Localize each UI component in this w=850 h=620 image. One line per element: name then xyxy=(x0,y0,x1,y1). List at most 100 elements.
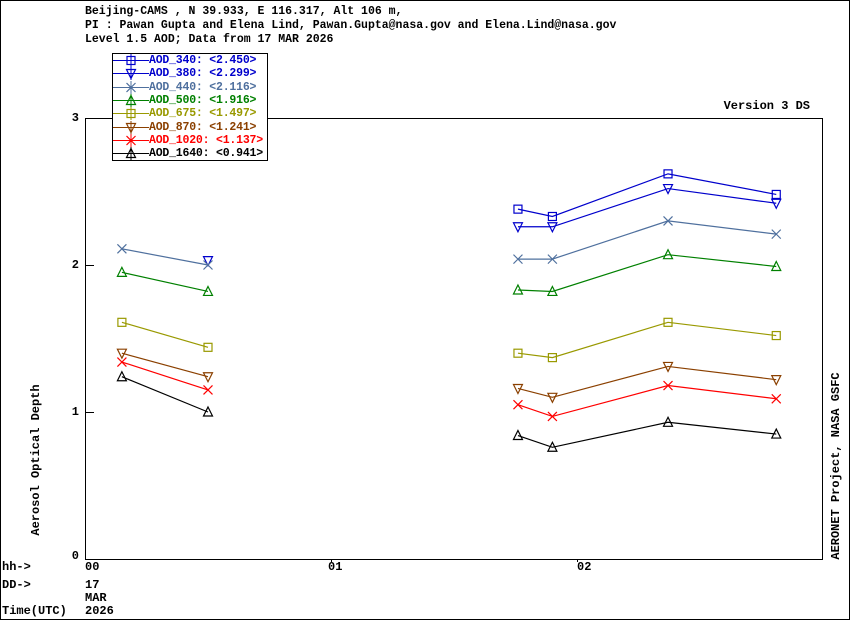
marker-square xyxy=(547,353,558,363)
legend-box: AOD_340: <2.450> AOD_380: <2.299> AOD_440:… xyxy=(112,53,268,161)
series-AOD_340 xyxy=(513,169,781,222)
marker-triangle-down xyxy=(202,255,214,267)
marker-x xyxy=(513,254,523,265)
legend-item-AOD_870: AOD_870: <1.241> xyxy=(113,120,267,134)
marker-square xyxy=(771,330,781,341)
series-AOD_870 xyxy=(116,348,782,404)
legend-marker-AOD_380 xyxy=(113,67,149,81)
series-line-AOD_675 xyxy=(517,321,777,359)
series-line-AOD_1020 xyxy=(121,361,209,391)
legend-marker-AOD_1020 xyxy=(113,133,149,147)
time-utc-label: Time(UTC) xyxy=(2,604,67,618)
marker-triangle-down xyxy=(546,392,558,404)
legend-label-AOD_1020: AOD_1020: <1.137> xyxy=(149,133,263,147)
series-line-AOD_1640 xyxy=(517,421,777,448)
legend-item-AOD_340: AOD_340: <2.450> xyxy=(113,54,267,68)
marker-x xyxy=(547,411,558,422)
marker-triangle-up xyxy=(116,370,128,382)
series-line-AOD_500 xyxy=(121,271,209,293)
marker-square xyxy=(547,211,558,222)
marker-triangle-down xyxy=(512,383,524,395)
marker-triangle-up xyxy=(546,285,558,297)
marker-square xyxy=(513,204,523,214)
marker-square xyxy=(126,109,136,119)
marker-triangle-up xyxy=(125,147,137,159)
series-line-AOD_870 xyxy=(121,352,209,378)
marker-triangle-down xyxy=(662,361,674,373)
y-tick-label-3: 3 xyxy=(71,111,79,125)
marker-x xyxy=(203,260,213,270)
marker-x xyxy=(771,393,782,404)
legend-marker-AOD_1640 xyxy=(113,147,149,161)
series-AOD_1640 xyxy=(116,370,782,452)
marker-triangle-up xyxy=(662,415,674,427)
legend-label-AOD_500: AOD_500: <1.916> xyxy=(149,94,257,108)
marker-x xyxy=(663,215,673,226)
y-tick-label-0: 0 xyxy=(71,549,79,563)
marker-triangle-down xyxy=(546,222,558,234)
hh-row-label: hh-> xyxy=(2,560,31,574)
marker-triangle-down xyxy=(202,372,214,384)
legend-item-AOD_500: AOD_500: <1.916> xyxy=(113,94,267,108)
marker-square xyxy=(663,169,673,179)
marker-triangle-down xyxy=(770,375,782,387)
legend-item-AOD_440: AOD_440: <2.116> xyxy=(113,80,267,94)
x-tick-label-02: 02 xyxy=(577,560,592,574)
marker-triangle-down xyxy=(125,122,137,134)
marker-triangle-up xyxy=(662,248,674,260)
marker-x xyxy=(547,254,558,265)
series-line-AOD_870 xyxy=(517,365,777,398)
marker-triangle-up xyxy=(202,285,214,297)
marker-square xyxy=(771,189,781,200)
series-AOD_1020 xyxy=(116,357,782,422)
date-day: 17 xyxy=(85,578,100,592)
header-line-pi: PI : Pawan Gupta and Elena Lind, Pawan.G… xyxy=(85,19,617,32)
marker-square xyxy=(126,56,136,66)
legend-marker-AOD_870 xyxy=(113,120,149,134)
series-line-AOD_500 xyxy=(517,254,777,293)
series-line-AOD_440 xyxy=(121,248,209,266)
y-tick-label-2: 2 xyxy=(71,258,79,272)
series-line-AOD_380 xyxy=(517,187,777,228)
marker-triangle-down xyxy=(662,183,674,195)
legend-label-AOD_870: AOD_870: <1.241> xyxy=(149,120,257,134)
marker-triangle-down xyxy=(116,348,128,360)
marker-x xyxy=(663,380,673,391)
marker-square xyxy=(117,317,127,327)
marker-x xyxy=(116,243,127,254)
header-line-level: Level 1.5 AOD; Data from 17 MAR 2026 xyxy=(85,33,334,46)
marker-x xyxy=(126,82,136,93)
legend-item-AOD_675: AOD_675: <1.497> xyxy=(113,107,267,121)
marker-triangle-up xyxy=(116,266,128,277)
marker-triangle-down xyxy=(512,222,524,234)
legend-label-AOD_675: AOD_675: <1.497> xyxy=(149,107,257,121)
series-AOD_440 xyxy=(116,215,782,270)
marker-x xyxy=(771,229,782,240)
series-AOD_500 xyxy=(116,248,782,297)
marker-square xyxy=(513,348,523,358)
legend-item-AOD_1640: AOD_1640: <0.941> xyxy=(113,147,267,161)
legend-label-AOD_1640: AOD_1640: <0.941> xyxy=(149,147,263,161)
series-line-AOD_1640 xyxy=(121,376,209,413)
marker-triangle-up xyxy=(770,427,782,439)
series-AOD_380 xyxy=(202,183,782,267)
legend-label-AOD_440: AOD_440: <2.116> xyxy=(149,80,257,94)
marker-x xyxy=(116,357,127,367)
marker-x xyxy=(203,385,213,395)
series-line-AOD_1020 xyxy=(517,384,777,418)
marker-triangle-up xyxy=(546,440,558,452)
version-label: Version 3 DS xyxy=(723,99,810,113)
x-tick-label-00: 00 xyxy=(85,560,100,574)
date-year: 2026 xyxy=(85,604,114,618)
legend-item-AOD_1020: AOD_1020: <1.137> xyxy=(113,133,267,147)
marker-triangle-up xyxy=(512,283,524,295)
marker-triangle-up xyxy=(512,429,524,441)
date-month: MAR xyxy=(85,591,107,605)
x-tick-label-01: 01 xyxy=(328,560,343,574)
marker-x xyxy=(513,399,523,410)
legend-marker-AOD_440 xyxy=(113,80,149,94)
legend-label-AOD_380: AOD_380: <2.299> xyxy=(149,67,257,81)
y-tick-label-1: 1 xyxy=(71,405,79,419)
plot-frame xyxy=(85,118,823,560)
marker-triangle-up xyxy=(202,405,214,417)
